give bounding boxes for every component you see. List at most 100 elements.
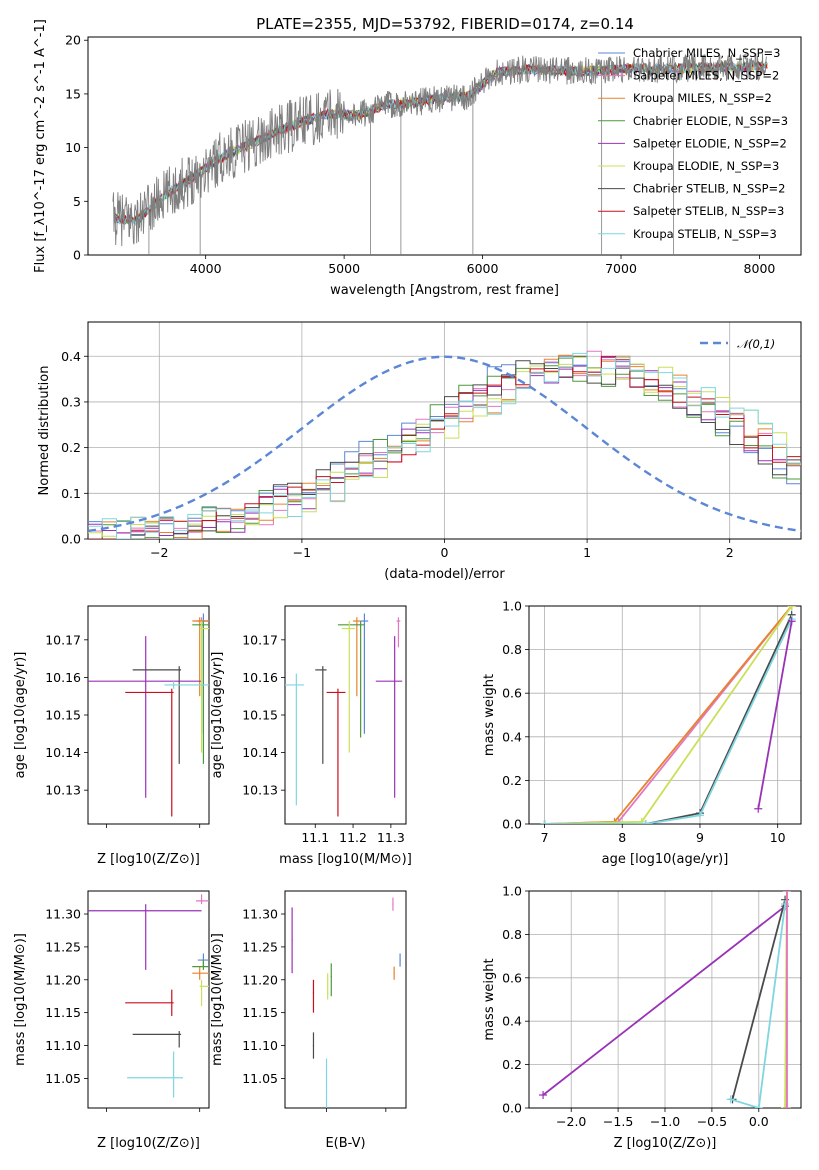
axes-frame-massweight_vs_age xyxy=(528,605,802,825)
x-tick-label: 1 xyxy=(583,545,591,560)
y-tick-label: 10.13 xyxy=(242,783,278,798)
errorbars-mass_vs_Z xyxy=(88,894,209,1098)
normal-legend-label: 𝒩(0,1) xyxy=(737,337,775,351)
mass-weight-marker xyxy=(787,606,796,610)
x-tick-label: 10 xyxy=(770,830,786,845)
y-tick-label: 0.0 xyxy=(502,817,522,832)
y-tick-label: 11.20 xyxy=(242,972,278,987)
spectrum-lines xyxy=(112,53,768,255)
y-tick-label: 0.3 xyxy=(61,394,81,409)
y-tick-label: 0.4 xyxy=(61,349,81,364)
y-tick-label: 11.10 xyxy=(45,1038,81,1053)
x-tick-label: 11.2 xyxy=(339,830,367,845)
mwZ-y-label: mass weight xyxy=(482,958,497,1040)
axes-frame-mass_vs_Z xyxy=(87,890,210,1109)
mass-weight-marker xyxy=(726,1095,735,1104)
y-tick-label: 11.25 xyxy=(45,939,81,954)
mass-weight-marker xyxy=(754,804,763,813)
y-tick-label: 11.30 xyxy=(45,907,81,922)
x-tick-label: 6000 xyxy=(467,261,499,276)
x-tick-label: −1.5 xyxy=(603,1114,633,1129)
axes-frame-residuals xyxy=(87,321,802,540)
y-tick-label: 10 xyxy=(65,140,81,155)
y-tick-label: 0.0 xyxy=(502,1101,522,1116)
spectrum-x-label: wavelength [Angstrom, rest frame] xyxy=(330,283,559,298)
mass-weight-line xyxy=(544,606,793,824)
y-tick-label: 11.30 xyxy=(242,907,278,922)
ageMass-x-label: mass [log10(M/M⊙)] xyxy=(279,852,412,867)
mw-lines-massweight_vs_age xyxy=(540,606,796,824)
legend-label: Salpeter MILES, N_SSP=2 xyxy=(633,69,779,83)
spectrum-legend: Chabrier MILES, N_SSP=3 Salpeter MILES, N… xyxy=(598,46,788,241)
mass-weight-marker xyxy=(637,817,646,824)
mass-weight-line xyxy=(544,606,793,824)
axes-frame-spectrum xyxy=(87,36,802,256)
y-tick-label: 11.20 xyxy=(45,972,81,987)
y-tick-label: 0.8 xyxy=(502,927,522,942)
mass-weight-marker xyxy=(695,811,704,820)
y-tick-label: 0 xyxy=(73,248,81,263)
x-tick-label: 7000 xyxy=(605,261,637,276)
spectrum-y-label: Flux [f_λ10^-17 erg cm^-2 s^-1 A^-1] xyxy=(33,19,48,273)
legend-label: Kroupa MILES, N_SSP=2 xyxy=(633,91,772,105)
legend-label: Salpeter ELODIE, N_SSP=2 xyxy=(633,136,787,150)
y-tick-label: 0.6 xyxy=(502,970,522,985)
mass-weight-line xyxy=(544,618,793,824)
y-tick-label: 1.0 xyxy=(502,884,522,899)
mass-weight-marker xyxy=(782,1104,791,1108)
residual-histogram xyxy=(88,352,801,539)
residual-x-label: (data-model)/error xyxy=(384,567,505,582)
mass-weight-marker xyxy=(540,820,549,824)
x-tick-label: −1 xyxy=(293,545,311,560)
mass-weight-marker xyxy=(781,1104,790,1108)
x-tick-label: 5000 xyxy=(328,261,360,276)
legend-label: Salpeter STELIB, N_SSP=3 xyxy=(633,204,784,218)
axes-frame-age_vs_mass xyxy=(284,605,407,825)
x-tick-label: 11.3 xyxy=(377,830,405,845)
y-tick-label: 5 xyxy=(73,194,81,209)
residual-histograms xyxy=(88,350,801,539)
y-tick-label: 0.8 xyxy=(502,642,522,657)
x-tick-label: 8 xyxy=(618,830,626,845)
y-tick-label: 10.15 xyxy=(45,708,81,723)
mw-lines-massweight_vs_Z xyxy=(539,891,791,1108)
axes-frame-massweight_vs_Z xyxy=(528,890,802,1109)
residual-y-label: Normed distribution xyxy=(37,366,52,496)
massEbv-x-label: E(B-V) xyxy=(325,1136,365,1151)
mass-weight-marker xyxy=(641,820,650,824)
ageMass-y-label: age [log10(age/yr)] xyxy=(210,652,225,779)
massZ-x-label: Z [log10(Z/Z⊙)] xyxy=(97,1136,200,1151)
y-tick-label: 11.15 xyxy=(242,1005,278,1020)
errorbars-mass_vs_ebv xyxy=(291,897,401,1108)
massEbv-y-label: mass [log10(M/M⊙)] xyxy=(210,933,225,1066)
y-tick-label: 0.2 xyxy=(502,773,522,788)
y-tick-label: 10.14 xyxy=(45,745,81,760)
axes-frame-age_vs_Z xyxy=(87,605,210,825)
y-tick-label: 0.0 xyxy=(61,532,81,547)
mass-weight-line xyxy=(731,899,786,1100)
y-tick-label: 10.14 xyxy=(242,745,278,760)
y-tick-label: 0.4 xyxy=(502,1014,522,1029)
mwAge-y-label: mass weight xyxy=(482,674,497,756)
mass-weight-line xyxy=(544,614,793,824)
axes-mass_vs_Z: 11.05 11.10 11.15 11.20 11.25 11.30 xyxy=(45,890,210,1112)
x-tick-label: 2 xyxy=(726,545,734,560)
mass-weight-marker xyxy=(782,891,791,895)
y-tick-label: 0.6 xyxy=(502,686,522,701)
axes-mass_vs_ebv: 11.05 11.10 11.15 11.20 11.25 11.30 xyxy=(242,890,407,1112)
ageZ-y-label: age [log10(age/yr)] xyxy=(13,652,28,779)
y-tick-label: 10.16 xyxy=(242,670,278,685)
x-tick-label: −1.0 xyxy=(650,1114,680,1129)
y-tick-label: 0.2 xyxy=(61,440,81,455)
residual-histogram xyxy=(88,356,801,539)
mass-weight-marker xyxy=(781,900,790,909)
mass-weight-line xyxy=(544,606,793,824)
legend-label: Chabrier STELIB, N_SSP=2 xyxy=(633,182,785,196)
y-tick-label: 11.25 xyxy=(242,939,278,954)
y-tick-label: 0.1 xyxy=(61,486,81,501)
axes-spectrum: 4000 5000 6000 7000 8000 0 5 10 15 20 xyxy=(65,33,802,276)
y-tick-label: 10.17 xyxy=(45,632,81,647)
legend-label: Chabrier ELODIE, N_SSP=3 xyxy=(633,114,788,128)
y-tick-label: 10.15 xyxy=(242,708,278,723)
